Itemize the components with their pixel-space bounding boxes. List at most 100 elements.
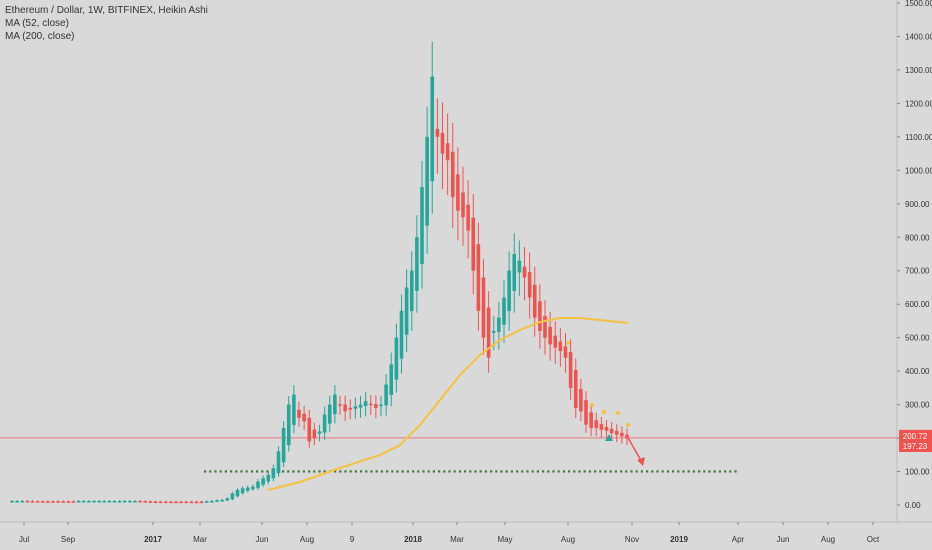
x-tick-label: Mar [450,535,464,544]
ma200-dot [417,470,420,473]
ma200-dot [578,470,581,473]
ma200-dot [308,470,311,473]
candle [25,500,30,503]
y-tick-label: 1200.00 [905,99,932,108]
candle [312,429,317,439]
candle [486,307,491,358]
y-tick-label: 1300.00 [905,66,932,75]
candle [322,414,327,433]
ma52-marker [590,403,594,407]
ma200-dot [521,470,524,473]
ma200-dot [422,470,425,473]
ma200-dot [531,470,534,473]
candle [502,297,506,325]
ma52-marker [616,411,620,415]
ma200-dot [250,470,253,473]
candle [338,404,342,406]
y-tick-label: 1000.00 [905,166,932,175]
ma200-dot [666,470,669,473]
ma200-dot [214,470,217,473]
ma200-dot [672,470,675,473]
candle [215,500,219,502]
candle [476,244,481,311]
ma200-dot [282,470,285,473]
candle [584,400,588,425]
ma200-dot [230,470,233,473]
ma200-dot [734,470,737,473]
candle [297,409,301,418]
ma200-dot [547,470,550,473]
candle [604,426,609,431]
ma200-dot [458,470,461,473]
ma200-dot [614,470,617,473]
candle [10,500,14,503]
price-label: 197.23 [903,442,928,451]
candle [333,394,337,415]
candle [179,501,183,504]
ma200-dot [297,470,300,473]
candle [527,272,532,298]
candle [35,501,40,503]
ma200-dot [349,470,352,473]
candle [553,335,558,348]
ma200-dot [682,470,685,473]
ma200-dot [646,470,649,473]
candle [327,404,332,424]
candle [368,403,373,406]
ma200-dot [588,470,591,473]
candle [302,413,306,422]
candle [461,192,465,218]
ma200-dot [365,470,368,473]
ma200-dot [334,470,337,473]
candle [548,326,552,345]
x-tick-label: Mar [193,535,207,544]
y-tick-label: 500.00 [905,334,930,343]
candle [614,430,619,435]
ma200-dot [261,470,264,473]
y-tick-label: 900.00 [905,200,930,209]
ma200-dot [448,470,451,473]
ma52-marker [626,423,630,427]
candle [573,369,578,408]
ma200-dot [292,470,295,473]
ma200-dot [718,470,721,473]
ma200-dot [510,470,513,473]
candle [558,341,563,352]
candle [194,501,199,504]
candle [456,174,460,211]
candle [384,384,388,406]
candle [389,364,394,395]
ma200-dot [391,470,394,473]
ma200-dot [406,470,409,473]
candle [153,501,158,504]
y-tick-label: 800.00 [905,233,930,242]
candle [128,500,132,503]
candle [225,498,230,501]
ma200-dot [224,470,227,473]
ma200-dot [594,470,597,473]
candle [594,420,599,429]
ma200-dot [661,470,664,473]
candle [40,501,45,503]
ma200-dot [412,470,415,473]
ma200-dot [573,470,576,473]
candle [281,428,286,463]
candle [102,500,107,503]
candle [163,501,168,504]
ma200-dot [256,470,259,473]
candle [251,486,255,490]
candle [76,500,81,503]
candle [317,431,322,434]
ma200-dot [287,470,290,473]
candle [256,481,260,488]
candle [117,500,122,503]
candle [189,501,194,504]
x-tick-label: Apr [732,535,745,544]
ma200-dot [542,470,545,473]
candle [343,404,347,412]
ma200-dot [313,470,316,473]
ma200-dot [464,470,467,473]
x-tick-label: Sep [61,535,76,544]
